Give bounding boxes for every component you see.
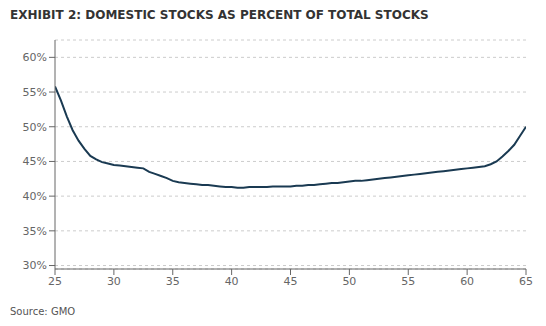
svg-text:30%: 30%	[23, 259, 47, 272]
svg-text:40%: 40%	[23, 190, 47, 203]
svg-text:40: 40	[225, 275, 239, 288]
svg-text:50%: 50%	[23, 121, 47, 134]
svg-text:45%: 45%	[23, 155, 47, 168]
svg-text:45: 45	[284, 275, 298, 288]
svg-text:35: 35	[166, 275, 180, 288]
svg-text:25: 25	[48, 275, 62, 288]
svg-text:60: 60	[460, 275, 474, 288]
svg-text:65: 65	[519, 275, 533, 288]
svg-text:35%: 35%	[23, 225, 47, 238]
svg-text:55: 55	[401, 275, 415, 288]
html-text:Source: GMO: Source: GMO	[10, 306, 76, 317]
svg-text:60%: 60%	[23, 51, 47, 64]
html-text:EXHIBIT 2: DOMESTIC STOCKS AS: EXHIBIT 2: DOMESTIC STOCKS AS PERCENT OF…	[10, 8, 429, 22]
svg-text:30: 30	[107, 275, 121, 288]
svg-text:55%: 55%	[23, 86, 47, 99]
svg-text:50: 50	[342, 275, 356, 288]
